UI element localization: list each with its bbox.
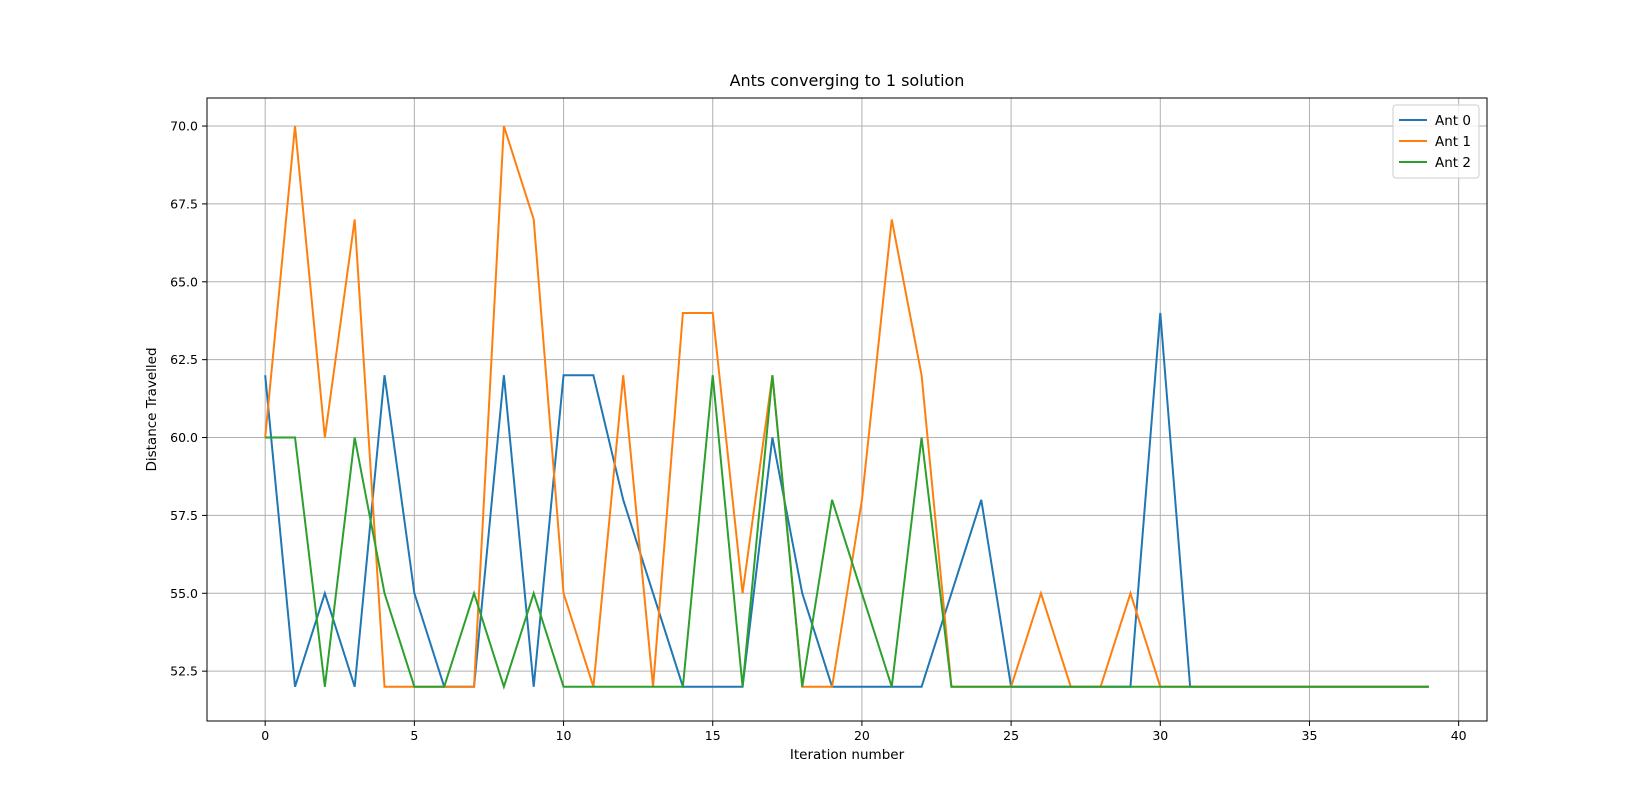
- y-tick-label: 67.5: [170, 196, 198, 211]
- plot-area-frame: [206, 97, 1488, 722]
- y-tick-label: 70.0: [170, 119, 198, 134]
- legend: Ant 0 Ant 1 Ant 2: [1392, 104, 1480, 179]
- x-tick-label: 25: [1003, 728, 1019, 743]
- legend-label: Ant 1: [1435, 134, 1471, 150]
- chart-title: Ants converging to 1 solution: [730, 71, 965, 90]
- x-tick-label: 5: [410, 728, 418, 743]
- series-line-ant-0: [264, 312, 1429, 688]
- grid-lines: [207, 98, 1487, 721]
- x-tick-label: 40: [1451, 728, 1467, 743]
- x-tick-label: 20: [854, 728, 870, 743]
- x-tick-label: 30: [1152, 728, 1168, 743]
- series-line-ant-2: [265, 375, 1429, 691]
- x-tick-label: 10: [556, 728, 572, 743]
- y-axis-ticks: 52.5 55.0 57.5 60.0 62.5 65.0 67.5 70.0: [170, 119, 207, 679]
- legend-label: Ant 2: [1435, 155, 1471, 171]
- y-axis-label: Distance Travelled: [144, 347, 160, 471]
- legend-box: [1392, 104, 1480, 179]
- series-line-ant-1: [264, 125, 1429, 688]
- y-tick-label: 57.5: [170, 508, 198, 523]
- series-lines: [264, 125, 1429, 691]
- x-tick-label: 15: [705, 728, 721, 743]
- y-tick-label: 55.0: [170, 586, 198, 601]
- x-tick-label: 0: [261, 728, 269, 743]
- legend-label: Ant 0: [1435, 113, 1471, 129]
- x-axis-ticks: 0 5 10 15 20 25 30 35 40: [261, 721, 1467, 743]
- x-axis-label: Iteration number: [790, 747, 905, 763]
- y-tick-label: 65.0: [170, 274, 198, 289]
- y-tick-label: 52.5: [170, 664, 198, 679]
- x-tick-label: 35: [1302, 728, 1318, 743]
- y-tick-label: 62.5: [170, 352, 198, 367]
- y-tick-label: 60.0: [170, 430, 198, 445]
